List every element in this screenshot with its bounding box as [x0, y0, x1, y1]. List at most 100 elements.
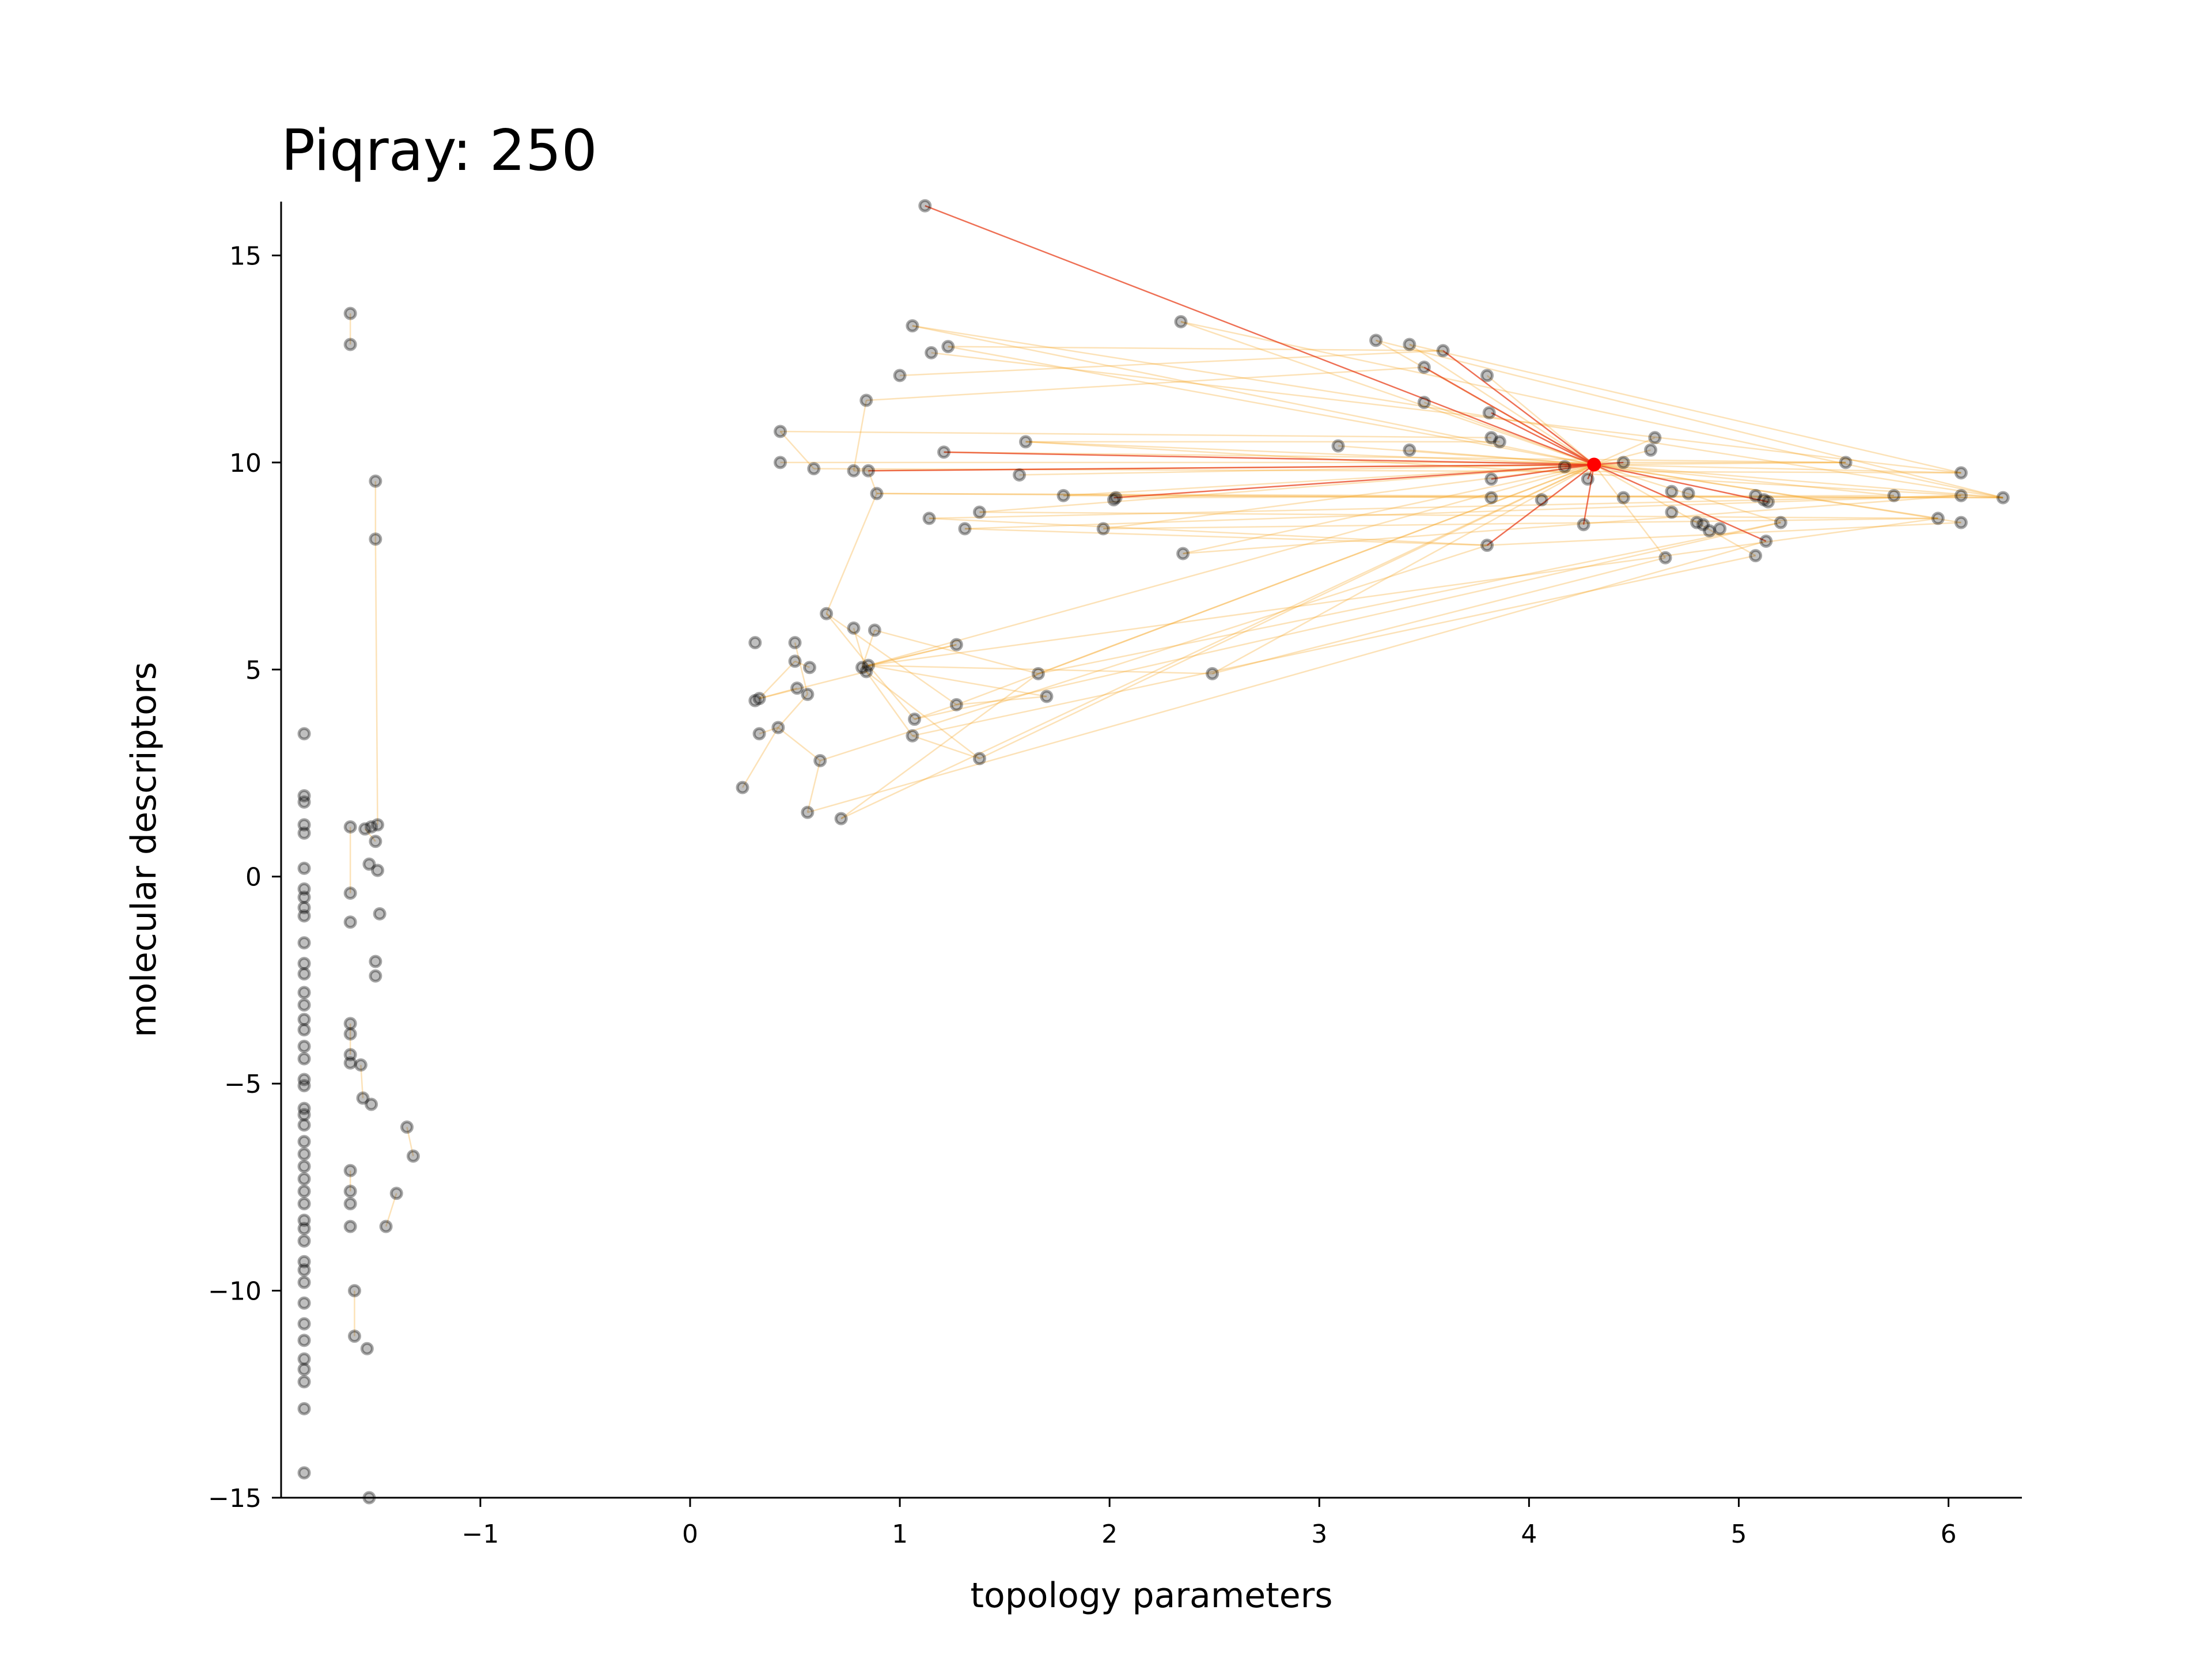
data-point-27 — [297, 1172, 311, 1185]
data-point-57 — [347, 1284, 361, 1298]
x-tick-label-1: 0 — [682, 1520, 698, 1549]
data-point-69 — [362, 857, 376, 871]
edge-weak-94 — [874, 629, 1039, 675]
edge-weak-27 — [1037, 464, 1594, 675]
data-point-170 — [972, 752, 986, 766]
edge-strong-7 — [1491, 464, 1594, 480]
data-point-32 — [297, 1234, 311, 1248]
data-point-149 — [803, 661, 817, 675]
edge-weak-73 — [868, 664, 1213, 675]
data-point-136 — [1749, 549, 1763, 563]
data-point-111 — [958, 522, 972, 536]
edge-weak-28 — [1211, 464, 1594, 675]
edge-weak-74 — [868, 664, 1047, 698]
data-point-147 — [788, 636, 802, 650]
data-point-139 — [1839, 456, 1853, 469]
data-point-155 — [771, 721, 785, 734]
edge-weak-15 — [1338, 445, 1594, 465]
data-point-156 — [736, 781, 749, 794]
y-tick-label-6: 15 — [229, 241, 262, 271]
data-point-17 — [297, 1039, 311, 1053]
data-point-157 — [813, 753, 827, 767]
data-point-154 — [752, 727, 766, 741]
data-point-51 — [343, 1048, 357, 1062]
x-tick-label-0: −1 — [461, 1520, 499, 1549]
edge-weak-37 — [877, 493, 2003, 499]
edge-weak-103 — [385, 1193, 397, 1227]
data-point-159 — [847, 621, 861, 635]
edge-weak-1 — [1594, 464, 1961, 474]
data-point-134 — [1757, 493, 1771, 507]
data-point-23 — [297, 1118, 311, 1132]
data-point-70 — [370, 863, 384, 877]
edge-weak-66 — [853, 400, 868, 471]
data-point-123 — [1644, 443, 1658, 457]
edge-weak-55 — [807, 540, 1767, 813]
data-point-74 — [389, 1187, 403, 1200]
data-point-21 — [297, 1101, 311, 1115]
data-point-42 — [297, 1402, 311, 1415]
edge-strong-6 — [1113, 464, 1594, 499]
data-point-24 — [297, 1135, 311, 1149]
data-point-127 — [1665, 505, 1679, 519]
data-point-41 — [297, 1375, 311, 1389]
data-point-28 — [297, 1184, 311, 1198]
data-point-96 — [1403, 443, 1416, 457]
data-point-116 — [1480, 539, 1494, 552]
data-point-151 — [748, 694, 762, 707]
edge-weak-97 — [374, 539, 378, 825]
edge-weak-64 — [964, 528, 1487, 546]
data-point-56 — [343, 1219, 357, 1233]
data-point-71 — [373, 907, 387, 921]
data-point-160 — [868, 623, 881, 637]
edge-weak-12 — [1409, 343, 1594, 465]
data-point-128 — [1681, 487, 1695, 501]
data-point-141 — [1931, 512, 1945, 525]
edge-weak-30 — [840, 464, 1594, 820]
data-point-130 — [1696, 518, 1710, 532]
edge-weak-106 — [406, 1127, 414, 1157]
data-point-59 — [360, 1342, 374, 1355]
data-point-2 — [297, 795, 311, 809]
data-point-58 — [347, 1330, 361, 1343]
edge-strong-3 — [1491, 412, 1594, 465]
data-point-63 — [369, 474, 382, 488]
data-point-106 — [1056, 488, 1070, 502]
y-axis-label: molecular descriptors — [124, 662, 164, 1037]
edge-weak-47 — [868, 517, 1938, 666]
edge-weak-51 — [944, 451, 1846, 464]
edge-weak-88 — [806, 760, 821, 813]
data-point-161 — [855, 661, 869, 675]
data-point-137 — [1759, 534, 1773, 548]
data-point-99 — [807, 462, 821, 476]
data-point-93 — [1484, 431, 1498, 445]
edge-weak-9 — [1593, 437, 1656, 465]
data-point-87 — [1403, 338, 1416, 351]
edge-weak-32 — [868, 464, 1594, 666]
data-point-18 — [297, 1052, 311, 1066]
edge-weak-67 — [868, 470, 878, 494]
edge-weak-8 — [1593, 464, 1756, 556]
data-point-107 — [1107, 493, 1120, 507]
data-point-103 — [1019, 435, 1033, 449]
edge-weak-91 — [912, 735, 980, 760]
data-point-132 — [1713, 522, 1727, 536]
y-tick-label-1: −10 — [208, 1277, 262, 1306]
edge-weak-70 — [825, 613, 869, 666]
data-point-113 — [1176, 547, 1190, 560]
data-point-1 — [297, 789, 311, 803]
data-point-104 — [1013, 468, 1027, 482]
edge-weak-13 — [1486, 374, 1595, 465]
edge-weak-79 — [759, 671, 867, 699]
edge-weak-7 — [1593, 464, 1666, 558]
edge-weak-5 — [1594, 464, 1961, 524]
data-point-68 — [369, 835, 382, 849]
data-point-49 — [343, 1017, 357, 1031]
data-point-14 — [297, 998, 311, 1012]
data-point-35 — [297, 1275, 311, 1289]
edge-weak-92 — [840, 673, 1039, 820]
edge-weak-31 — [956, 464, 1594, 706]
chart-title: Piqray: 250 — [281, 118, 597, 184]
edge-weak-17 — [1180, 321, 1594, 465]
